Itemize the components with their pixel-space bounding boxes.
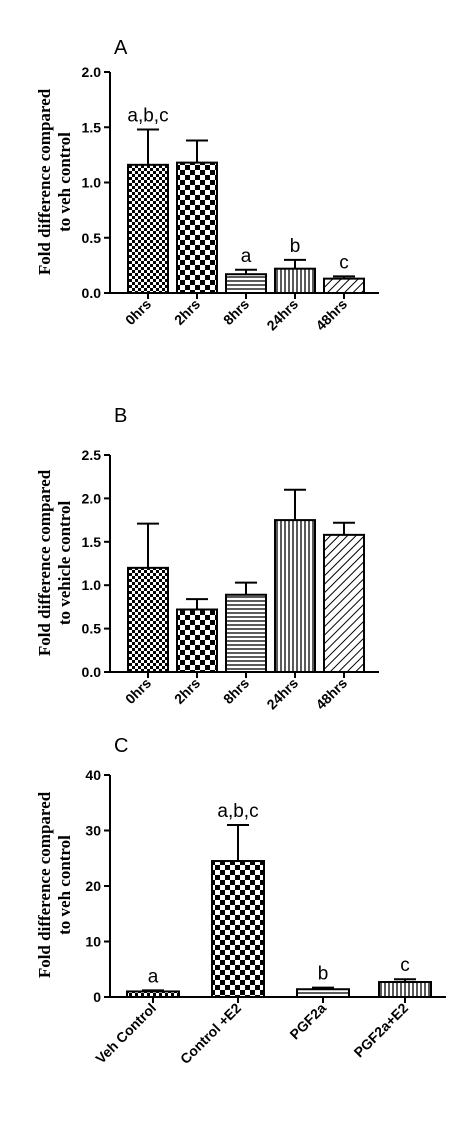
y-tick-label: 2.5 [82, 447, 102, 463]
y-axis-label-line: Fold difference compared [35, 791, 54, 978]
y-axis-label: Fold difference comparedto veh control [35, 88, 74, 275]
y-tick-label: 0.5 [82, 621, 102, 637]
y-tick-label: 2.0 [82, 490, 102, 506]
y-tick-label: 10 [85, 934, 101, 950]
y-tick-label: 1.0 [82, 175, 102, 191]
x-tick-label: 24hrs [263, 675, 301, 713]
y-tick-label: 2.0 [82, 64, 102, 80]
y-tick-label: 20 [85, 878, 101, 894]
y-axis-label-line: to veh control [55, 835, 74, 935]
x-tick-label: 2hrs [171, 675, 203, 707]
y-axis-label-line: Fold difference compared [35, 469, 54, 656]
significance-label: c [339, 252, 349, 273]
chart-panel-a: A Fold difference comparedto veh control 0… [35, 37, 379, 334]
significance-label: a [241, 246, 252, 267]
y-axis-label-line: to veh control [55, 132, 74, 232]
bar [296, 988, 350, 998]
x-tick-label: 0hrs [122, 296, 154, 328]
bar [211, 860, 265, 999]
x-tick-label: 8hrs [220, 296, 252, 328]
y-tick-label: 0.5 [82, 230, 102, 246]
bar [323, 533, 365, 674]
bar [378, 981, 432, 999]
x-tick-label: PGF2a+E2 [351, 1000, 412, 1061]
panel-letter: B [114, 405, 127, 427]
x-tick-label: 0hrs [122, 675, 154, 707]
y-tick-label: 40 [85, 767, 101, 783]
bar [323, 277, 365, 295]
chart-panel-c: C Fold difference comparedto veh control 0… [35, 735, 446, 1067]
bar [127, 163, 169, 294]
significance-label: a,b,c [217, 801, 258, 822]
bar [274, 267, 316, 295]
bar [274, 519, 316, 673]
significance-label: b [290, 236, 301, 257]
x-tick-label: 24hrs [263, 296, 301, 334]
y-axis-label-line: to vehicle control [55, 501, 74, 626]
significance-label: a,b,c [127, 105, 168, 126]
bar [225, 593, 267, 673]
x-tick-label: 48hrs [312, 296, 350, 334]
significance-label: c [400, 955, 410, 976]
significance-label: a [148, 966, 159, 987]
y-tick-label: 1.0 [82, 577, 102, 593]
y-tick-label: 0.0 [82, 664, 102, 680]
panel-letter: A [114, 37, 128, 59]
y-tick-label: 0 [93, 989, 101, 1005]
x-tick-label: Control +E2 [177, 1000, 244, 1067]
x-tick-label: 8hrs [220, 675, 252, 707]
y-axis-label-line: Fold difference compared [35, 88, 54, 275]
panel-letter: C [114, 735, 128, 757]
y-axis-label: Fold difference comparedto veh control [35, 791, 74, 978]
y-tick-label: 1.5 [82, 534, 102, 550]
x-tick-label: PGF2a [286, 1000, 329, 1043]
bar [225, 273, 267, 294]
bar [126, 990, 180, 999]
y-tick-label: 1.5 [82, 119, 102, 135]
bar [127, 566, 169, 674]
x-tick-label: 48hrs [312, 675, 350, 713]
x-tick-label: Veh Control [92, 1000, 159, 1067]
y-tick-label: 0.0 [82, 285, 102, 301]
x-tick-label: 2hrs [171, 296, 203, 328]
y-tick-label: 30 [85, 823, 101, 839]
bar [176, 161, 218, 294]
significance-label: b [318, 964, 329, 985]
chart-panel-b: B Fold difference comparedto vehicle cont… [35, 405, 379, 713]
bar [176, 608, 218, 674]
y-axis-label: Fold difference comparedto vehicle contr… [35, 469, 74, 656]
